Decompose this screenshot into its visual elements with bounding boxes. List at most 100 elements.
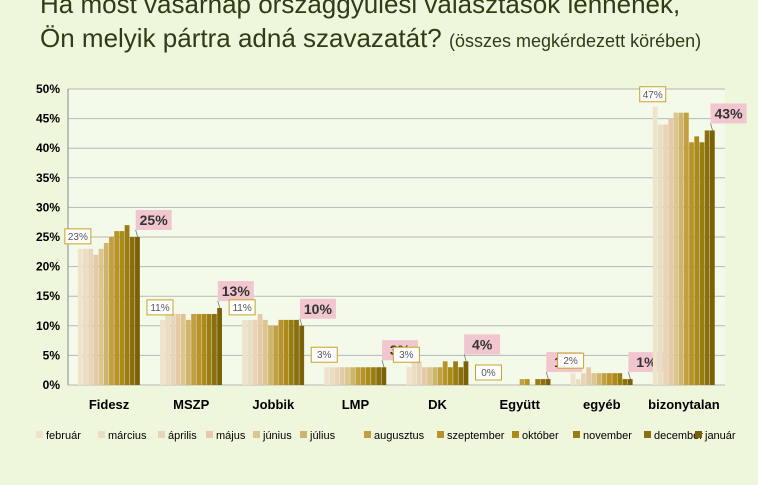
bar	[519, 379, 525, 385]
legend-swatch	[437, 431, 444, 438]
bar	[88, 248, 94, 385]
legend-swatch	[98, 431, 105, 438]
legend-swatch	[695, 431, 702, 438]
y-tick-label: 30%	[36, 200, 60, 214]
bar	[355, 367, 361, 385]
bar	[278, 319, 284, 385]
title-line-1: Ha most vasárnap országgyűlési választás…	[40, 0, 681, 19]
legend-label: június	[262, 430, 292, 442]
bar	[575, 379, 581, 385]
y-tick-label: 50%	[36, 82, 60, 96]
bar	[242, 319, 247, 385]
bar	[437, 367, 443, 385]
bar	[124, 225, 130, 385]
bar	[135, 237, 140, 385]
last-value-leader	[135, 229, 139, 238]
legend-label: december	[654, 430, 703, 442]
first-value-label: 23%	[68, 232, 88, 243]
y-tick-label: 15%	[36, 289, 60, 303]
bar	[458, 367, 464, 385]
category-label: LMP	[342, 397, 370, 412]
legend-swatch	[253, 431, 260, 438]
bar	[217, 308, 222, 385]
last-value-label: 25%	[140, 212, 169, 228]
bar	[607, 373, 612, 385]
bar	[283, 319, 289, 385]
bar	[447, 367, 453, 385]
bar	[109, 237, 114, 385]
last-value-label: 4%	[472, 336, 493, 352]
bar	[524, 379, 530, 385]
bar	[535, 379, 541, 385]
bar	[329, 367, 335, 385]
y-tick-label: 35%	[36, 171, 60, 185]
bar	[175, 313, 181, 385]
bar	[570, 373, 576, 385]
legend-label: augusztus	[374, 430, 425, 442]
first-value-label: 11%	[232, 303, 251, 314]
first-value-label: 3%	[399, 350, 414, 361]
title-question: Ön melyik pártra adná szavazatát?	[40, 23, 442, 53]
first-value-label-box	[474, 364, 502, 381]
bar	[442, 361, 448, 385]
bar	[673, 112, 679, 386]
footer-strip	[0, 475, 758, 485]
last-value-leader	[463, 354, 467, 362]
title-subtitle: (összes megkérdezett körében)	[449, 31, 702, 51]
last-value-label-box	[135, 210, 172, 230]
legend-label: március	[108, 430, 147, 442]
legend-swatch	[512, 431, 519, 438]
legend-swatch	[158, 431, 165, 438]
bar	[114, 231, 120, 385]
bar	[180, 313, 186, 385]
bar	[360, 367, 366, 385]
y-tick-label: 25%	[36, 230, 60, 244]
bar	[463, 361, 469, 385]
bar	[678, 112, 684, 386]
bar	[406, 367, 412, 385]
category-label: DK	[428, 397, 447, 412]
y-tick-label: 5%	[43, 348, 61, 362]
bar	[339, 367, 345, 385]
title-line-2: Ön melyik pártra adná szavazatát? (össze…	[40, 22, 750, 57]
bar	[668, 118, 674, 385]
y-tick-label: 45%	[36, 112, 60, 126]
legend-label: január	[704, 430, 736, 442]
first-value-label-box	[310, 346, 338, 363]
bar	[324, 367, 330, 385]
bar	[350, 367, 356, 385]
first-value-label-box	[228, 299, 256, 316]
last-value-label-box	[464, 334, 501, 355]
bar	[427, 367, 432, 385]
bar	[185, 319, 191, 385]
bar	[601, 373, 607, 385]
legend-swatch	[364, 431, 371, 438]
bar	[545, 379, 551, 385]
category-label: MSZP	[173, 397, 209, 412]
bar	[77, 248, 83, 385]
bar	[165, 313, 170, 385]
bar	[416, 361, 422, 385]
first-value-label: 0%	[481, 368, 496, 379]
bar	[201, 313, 207, 385]
bar	[191, 313, 196, 385]
legend-swatch	[573, 431, 580, 438]
bar	[257, 313, 263, 385]
bar	[432, 367, 438, 385]
last-value-label-box	[710, 103, 747, 124]
bar	[453, 361, 458, 385]
bar	[381, 367, 387, 385]
last-value-label-box	[217, 281, 254, 302]
bar	[98, 248, 104, 385]
last-value-leader	[628, 371, 631, 380]
first-value-label-box	[64, 228, 92, 245]
first-value-label: 3%	[317, 350, 332, 361]
last-value-leader	[381, 360, 385, 368]
bar	[170, 313, 176, 385]
y-tick-label: 40%	[36, 141, 60, 155]
bar	[371, 367, 376, 385]
y-tick-label: 20%	[36, 260, 60, 274]
last-value-label: 10%	[304, 301, 333, 317]
legend-label: február	[46, 430, 81, 442]
last-value-label: 43%	[715, 105, 744, 121]
